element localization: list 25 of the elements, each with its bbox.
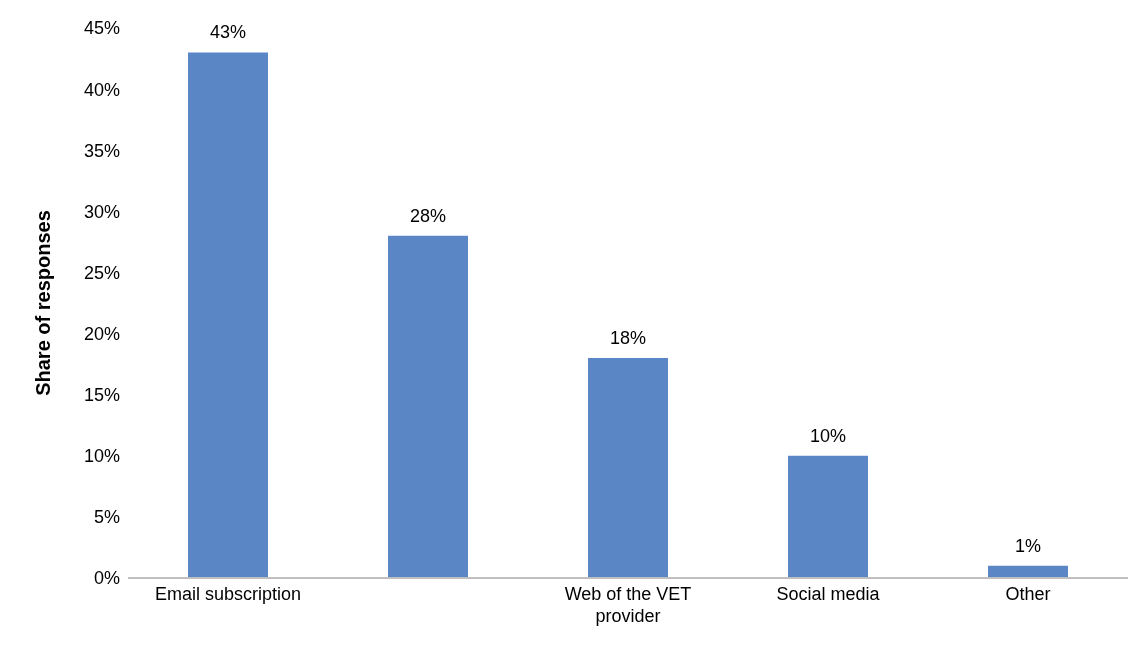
y-tick-label: 35% <box>83 140 120 161</box>
y-tick-label: 20% <box>83 323 120 344</box>
bar <box>188 52 268 578</box>
x-tick-label: Social media <box>776 584 881 604</box>
y-tick-label: 40% <box>83 79 120 100</box>
y-tick-label: 10% <box>83 446 120 467</box>
y-axis-title: Share of responses <box>32 210 55 396</box>
data-label: 28% <box>409 205 447 226</box>
y-tick-label: 45% <box>83 18 120 39</box>
data-label: 1% <box>1014 535 1042 556</box>
bar <box>988 565 1068 578</box>
x-tick-label: Web of the VET provider <box>564 584 692 626</box>
y-tick-label: 0% <box>93 568 120 589</box>
data-label: 43% <box>209 22 247 43</box>
y-tick-label: 15% <box>83 385 120 406</box>
data-label: 10% <box>809 425 847 446</box>
y-tick-label: 30% <box>83 201 120 222</box>
data-label: 18% <box>609 328 647 348</box>
x-tick-label: Other <box>1005 584 1051 604</box>
y-tick-label: 5% <box>93 507 120 528</box>
x-tick-label: Email subscription <box>154 584 302 604</box>
y-tick-label: 25% <box>83 262 120 283</box>
bar <box>588 358 668 578</box>
bar <box>388 235 468 578</box>
bar <box>788 455 868 578</box>
